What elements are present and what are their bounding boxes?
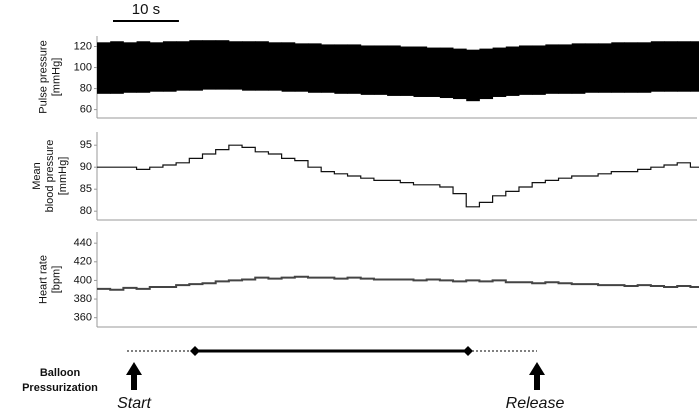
pressure-band — [584, 43, 599, 93]
pressure-band — [255, 41, 269, 91]
pressure-band — [598, 43, 612, 93]
pressure-band — [558, 44, 573, 94]
y-axis-label: blood pressure — [44, 140, 56, 213]
pressure-band — [215, 40, 230, 90]
pressure-band — [162, 41, 177, 92]
y-tick-label: 60 — [80, 103, 92, 115]
y-axis-label: [bpm] — [50, 266, 62, 294]
pressure-band — [110, 41, 124, 94]
y-tick-label: 80 — [80, 82, 92, 94]
diamond — [190, 346, 200, 356]
pressure-band — [307, 43, 322, 93]
y-tick-label: 85 — [80, 183, 92, 195]
pressure-band — [97, 42, 111, 94]
pressure-band — [624, 42, 639, 93]
pressure-band — [347, 44, 362, 94]
pressure-band — [677, 41, 691, 92]
y-tick-label: 380 — [74, 293, 92, 305]
pressure-band — [149, 42, 164, 92]
pressure-band — [492, 47, 507, 97]
balloon-label: Pressurization — [22, 382, 98, 394]
pressure-band — [413, 46, 428, 97]
line-series — [97, 144, 699, 208]
pressure-band — [189, 40, 203, 91]
pressure-band — [123, 42, 138, 93]
pressure-band — [321, 44, 335, 93]
pressure-band — [360, 45, 375, 95]
pressure-band — [505, 46, 520, 96]
pressure-band — [268, 42, 283, 91]
start-label: Start — [117, 395, 151, 412]
y-tick-label: 120 — [74, 40, 92, 52]
y-axis-label: Mean — [31, 162, 43, 190]
pressure-band — [439, 47, 454, 99]
pressure-band — [136, 41, 151, 93]
pressure-band — [400, 46, 414, 96]
pressure-band — [387, 45, 401, 96]
y-tick-label: 440 — [74, 237, 92, 249]
pressure-band — [373, 45, 388, 95]
pressure-band — [518, 45, 533, 95]
pressure-band — [650, 41, 665, 92]
y-tick-label: 420 — [74, 256, 92, 268]
y-axis-label: [mmHg] — [57, 157, 69, 196]
arrow — [126, 362, 142, 390]
pressure-band — [453, 48, 467, 100]
pressure-band — [466, 49, 480, 102]
pressure-band — [664, 41, 678, 92]
pressure-band — [426, 47, 441, 97]
pressure-band — [479, 48, 494, 100]
y-axis-label: Pulse pressure — [37, 40, 49, 113]
diamond — [463, 346, 473, 356]
arrow — [529, 362, 545, 390]
pressure-band — [228, 41, 243, 90]
pressure-band — [202, 40, 217, 90]
y-tick-label: 400 — [74, 274, 92, 286]
y-tick-label: 80 — [80, 205, 92, 217]
pressure-band — [611, 42, 625, 93]
pressure-band — [690, 41, 699, 92]
y-tick-label: 360 — [74, 312, 92, 324]
pressure-band — [334, 44, 349, 94]
y-tick-label: 100 — [74, 61, 92, 73]
y-axis-label: [mmHg] — [50, 58, 62, 97]
y-axis-label: Heart rate — [37, 255, 49, 304]
line-series — [97, 275, 699, 291]
release-label: Release — [506, 395, 565, 412]
pressure-band — [545, 44, 559, 94]
pressure-band — [637, 42, 652, 93]
y-tick-label: 95 — [80, 139, 92, 151]
pressure-band — [242, 41, 256, 91]
pressure-band — [532, 45, 546, 95]
pressure-band — [294, 43, 309, 92]
pressure-band — [176, 41, 190, 91]
y-tick-label: 90 — [80, 161, 92, 173]
pressure-band — [571, 43, 586, 94]
scale-bar-label: 10 s — [132, 1, 160, 18]
balloon-label: Balloon — [40, 367, 81, 379]
pressure-band — [281, 42, 296, 92]
